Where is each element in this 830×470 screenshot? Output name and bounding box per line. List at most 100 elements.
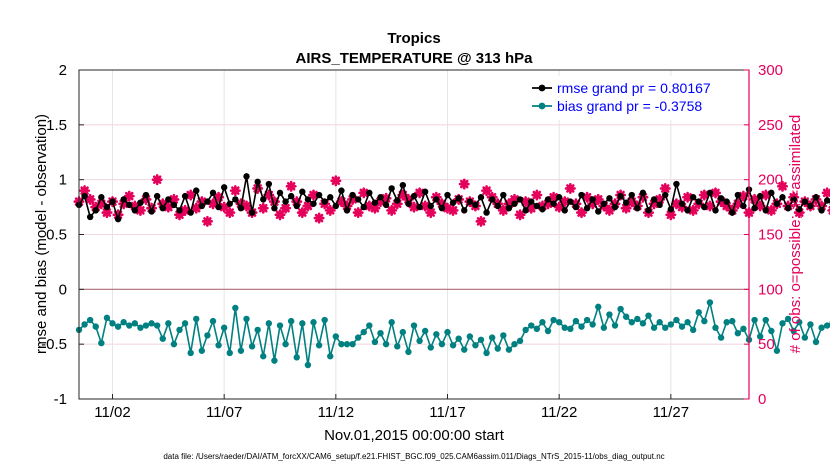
bias-point	[260, 353, 267, 360]
obs-point	[654, 193, 666, 205]
rmse-point	[410, 192, 418, 200]
rmse-point	[243, 173, 250, 180]
obs-point	[263, 189, 275, 201]
obs-point	[704, 200, 716, 212]
bias-point	[600, 324, 608, 331]
bias-point	[181, 320, 189, 327]
bias-point	[550, 316, 557, 324]
rmse-point	[86, 213, 94, 221]
rmse-point	[310, 200, 317, 207]
bias-point	[399, 328, 407, 336]
bias-point	[109, 320, 116, 327]
bias-point	[86, 316, 94, 324]
bias-point	[410, 322, 418, 329]
bias-point	[628, 319, 635, 326]
bias-point	[126, 322, 133, 329]
rmse-point	[684, 207, 691, 214]
rmse-point	[578, 191, 585, 199]
bias-point	[667, 321, 675, 328]
obs-point	[559, 196, 571, 208]
rmse-point	[276, 189, 284, 197]
obs-point	[296, 207, 308, 219]
bias-point	[784, 315, 792, 323]
bias-point	[461, 346, 468, 353]
y-tick-4: 1	[59, 172, 67, 189]
rmse-point	[505, 204, 513, 212]
rmse-point	[622, 199, 630, 206]
x-axis-label: Nov.01,2015 00:00:00 start	[324, 427, 505, 444]
rmse-point	[762, 207, 769, 214]
bias-point	[248, 343, 256, 350]
rmse-point	[215, 203, 222, 211]
bias-point	[332, 333, 340, 340]
rmse-point	[287, 192, 295, 200]
rmse-point	[768, 189, 775, 197]
y-tick-3: 0.5	[46, 227, 67, 244]
obs-point	[682, 191, 694, 203]
obs-point	[335, 196, 347, 208]
bias-point	[734, 330, 742, 337]
legend-swatch-marker-0	[538, 84, 546, 92]
obs-point	[676, 201, 688, 213]
rmse-point	[472, 201, 479, 209]
bias-point	[511, 340, 518, 348]
bias-point	[382, 340, 390, 348]
rmse-point	[181, 192, 189, 200]
rmse-point	[405, 200, 412, 207]
rmse-point	[751, 204, 758, 212]
rmse-point	[717, 195, 725, 202]
x-tick-4: 11/22	[541, 404, 577, 421]
obs-point	[386, 204, 398, 216]
bias-point	[170, 340, 178, 348]
bias-point	[801, 334, 809, 341]
obs-point	[129, 200, 141, 212]
bias-point	[729, 317, 736, 325]
rmse-point	[667, 206, 675, 213]
obs-point	[503, 198, 515, 210]
rmse-point	[706, 189, 714, 197]
rmse-point	[187, 209, 194, 216]
obs-point	[213, 191, 225, 203]
obs-point	[520, 196, 532, 208]
x-tick-2: 11/12	[318, 404, 354, 421]
rmse-point	[790, 196, 797, 203]
rmse-point	[103, 203, 111, 211]
obs-point	[732, 198, 744, 210]
rmse-point	[377, 194, 384, 201]
rmse-point	[109, 198, 116, 205]
bias-point	[220, 324, 228, 331]
legend-label-1: bias grand pr = -0.3758	[557, 98, 702, 114]
rmse-point	[282, 198, 289, 205]
rmse-point	[120, 196, 127, 203]
rmse-point	[332, 202, 340, 210]
legend-label-0: rmse grand pr = 0.80167	[557, 80, 711, 96]
obs-point	[229, 185, 241, 197]
obs-point	[274, 209, 286, 221]
bias-point	[762, 316, 769, 324]
rmse-point	[522, 207, 529, 214]
rmse-point	[656, 201, 663, 209]
bias-point	[327, 353, 334, 360]
bias-point	[756, 333, 764, 340]
obs-point	[620, 202, 632, 214]
bias-point	[522, 326, 529, 334]
rmse-point	[204, 198, 211, 205]
bias-point	[768, 327, 775, 335]
rmse-point	[583, 204, 591, 212]
bias-point	[796, 319, 803, 326]
obs-point	[268, 196, 280, 208]
rmse-point	[639, 189, 647, 197]
obs-point	[475, 215, 487, 227]
obs-point	[603, 204, 615, 216]
obs-point	[754, 200, 766, 212]
bias-point	[717, 334, 725, 341]
bias-point	[265, 320, 273, 327]
rmse-point	[321, 198, 328, 205]
bias-point	[148, 320, 155, 327]
bias-point	[131, 320, 139, 327]
rmse-point	[254, 178, 261, 186]
obs-point	[553, 201, 565, 213]
obs-point	[721, 200, 733, 212]
rmse-point	[533, 202, 541, 210]
bias-point	[271, 357, 278, 364]
